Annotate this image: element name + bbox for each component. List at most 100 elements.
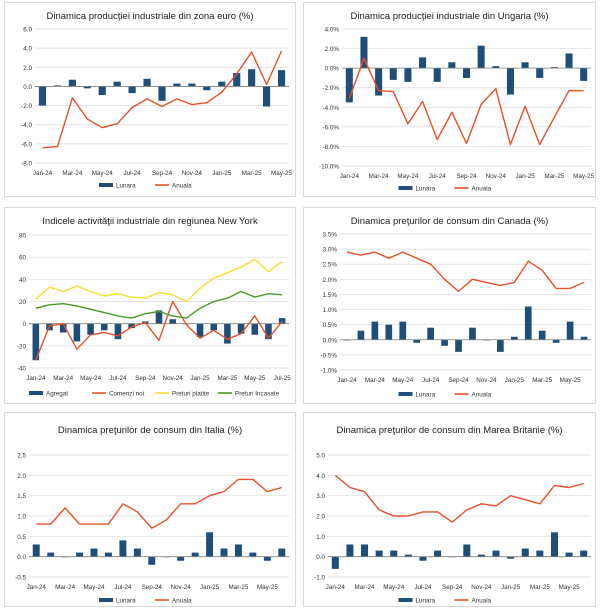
bar: [169, 319, 176, 324]
y-tick-label: -0.5%: [321, 352, 338, 359]
bar: [203, 86, 211, 91]
x-tick-label: Nov-24: [486, 173, 507, 180]
bar: [32, 544, 40, 557]
x-tick-label: Jan-24: [337, 377, 357, 384]
x-tick-label: Mar-24: [55, 584, 75, 591]
bar: [462, 68, 471, 78]
x-tick-label: Jan-24: [27, 584, 47, 591]
y-tick-label: -10.0%: [319, 164, 339, 171]
bar: [357, 330, 365, 340]
bar: [133, 548, 141, 557]
y-tick-label: 0.0%: [323, 337, 338, 344]
bar: [59, 323, 67, 333]
x-tick-label: Jul-24: [109, 375, 127, 382]
x-tick-label: Sep-24: [135, 375, 156, 382]
bar: [98, 86, 106, 96]
x-tick-label: Mar-25: [544, 173, 564, 180]
series-line: [35, 290, 283, 319]
bar: [210, 323, 218, 331]
y-tick-label: 1.0: [316, 534, 325, 541]
bar: [100, 323, 108, 331]
x-tick-label: May-24: [392, 377, 413, 384]
bar: [580, 336, 588, 340]
x-tick-label: Jul-24: [414, 584, 432, 591]
y-tick-label: 3.0%: [323, 247, 338, 254]
bar: [158, 86, 166, 101]
x-tick-label: May-25: [271, 170, 292, 177]
legend-swatch-bar: [29, 391, 43, 395]
chart-plot: -8.0 -6.0 -4.0 -2.0 0.0 2.0 4.0 6.0 Jan-24 Mar-24…: [21, 27, 292, 190]
bar: [477, 554, 485, 557]
bar: [492, 66, 500, 69]
bar: [448, 62, 456, 69]
y-tick-label: 0: [22, 321, 26, 328]
bar: [114, 323, 122, 340]
bar: [53, 85, 61, 87]
bar: [404, 554, 412, 557]
bar: [346, 544, 354, 557]
y-tick-label: -40: [17, 366, 27, 373]
x-tick-label: Sep-24: [152, 170, 173, 177]
x-tick-label: Sep-24: [442, 584, 463, 591]
y-tick-label: 0.5: [17, 534, 26, 541]
y-tick-label: 60: [19, 255, 27, 262]
x-tick-label: Jan-25: [200, 584, 220, 591]
legend-label: Anuala: [172, 598, 192, 605]
bar: [492, 550, 500, 557]
series-line: [36, 478, 282, 529]
y-tick-label: -0.5: [15, 575, 26, 582]
bar: [580, 68, 588, 81]
chart-plot: -0.5 0.0 0.5 1.0 1.5 2.0 2.5 Jan-24 Mar-24 May-24…: [15, 453, 289, 605]
y-tick-label: 1.5%: [323, 292, 338, 299]
legend-swatch-bar: [99, 598, 113, 602]
series-line: [348, 57, 584, 146]
bar: [419, 556, 427, 561]
chart-panel-newyork-activity: Indicele activităţii industriale din reg…: [4, 207, 296, 404]
bar: [73, 323, 81, 342]
legend-label: Anuala: [472, 598, 492, 605]
x-tick-label: Mar-24: [369, 173, 389, 180]
y-tick-label: 2.0%: [323, 277, 338, 284]
bar: [90, 548, 98, 557]
chart-title: Dinamica preţurilor de consum din Marea …: [336, 425, 563, 436]
bar: [538, 330, 546, 340]
x-tick-label: Sep-24: [142, 584, 163, 591]
x-tick-label: May-25: [573, 173, 594, 180]
y-tick-label: -1.0%: [321, 368, 338, 375]
bar: [83, 86, 91, 89]
bar: [331, 556, 339, 569]
chart-panel-euro-industrial: Dinamica producţiei industriale din zona…: [4, 2, 296, 197]
chart-title: Indicele activităţii industriale din reg…: [42, 216, 258, 227]
bar: [510, 336, 518, 340]
y-tick-label: 0.0: [316, 554, 325, 561]
chart-plot: -1.0 0.0 1.0 2.0 3.0 4.0 5.0 Jan-24 Mar-24 May-24…: [314, 453, 591, 605]
bar: [278, 318, 286, 324]
bar: [206, 532, 214, 557]
bar: [477, 45, 485, 69]
y-tick-label: 0.0%: [325, 66, 340, 73]
y-tick-label: -2.0: [21, 103, 32, 110]
series-line: [42, 50, 283, 149]
chart-title: Dinamica preţurilor de consum din Canada…: [350, 216, 549, 227]
bar: [128, 86, 136, 94]
y-tick-label: -2.0%: [323, 85, 340, 92]
bar: [413, 339, 421, 343]
bar: [361, 544, 369, 557]
series-line: [35, 258, 283, 303]
x-tick-label: Mar-25: [242, 170, 262, 177]
y-tick-label: 80: [19, 233, 27, 240]
x-tick-label: May-25: [559, 584, 580, 591]
bar: [263, 86, 271, 107]
y-tick-label: 20: [19, 299, 27, 306]
x-tick-label: May-24: [92, 170, 113, 177]
x-tick-label: May-24: [84, 584, 105, 591]
y-tick-label: 0.5%: [323, 322, 338, 329]
bar: [119, 540, 127, 557]
legend-swatch-bar: [398, 392, 413, 396]
series-line: [346, 251, 585, 293]
bar: [177, 556, 185, 561]
x-tick-label: Sep-24: [448, 377, 469, 384]
y-tick-label: 0.0: [17, 554, 26, 561]
bar: [434, 550, 442, 557]
x-tick-label: Sep-24: [456, 173, 477, 180]
